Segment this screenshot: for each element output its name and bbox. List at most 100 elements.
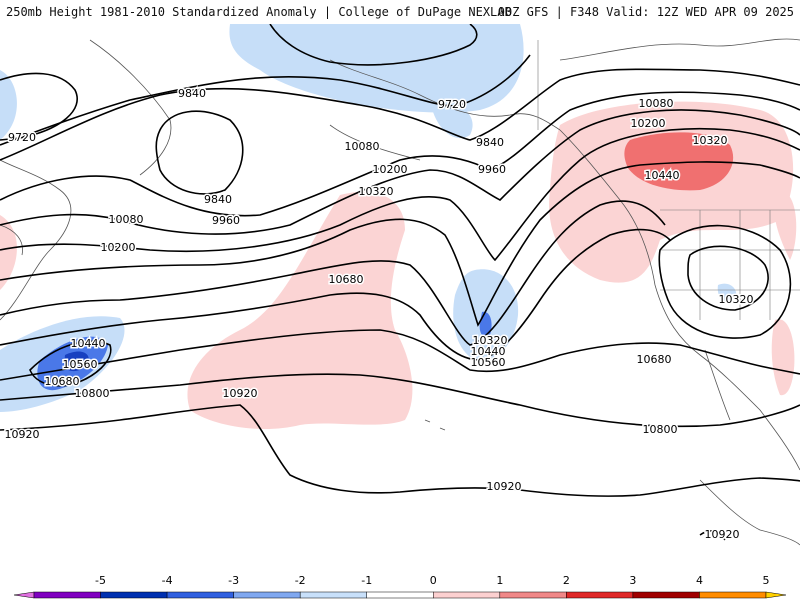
anomaly-shading [0, 24, 797, 430]
colorbar-tick-label: 4 [696, 574, 703, 587]
colorbar-segment [699, 591, 767, 599]
coastline-north-america-west [559, 129, 800, 471]
coastline-canada-north [559, 38, 800, 61]
contour-label: 9960 [478, 163, 506, 176]
contour-label: 10680 [637, 353, 672, 366]
contour-label: 10440 [645, 169, 680, 182]
contour-label: 10800 [643, 423, 678, 436]
colorbar-tick-label: 3 [629, 574, 636, 587]
contour-label: 10080 [639, 97, 674, 110]
anomaly-region-positive-west [0, 215, 17, 290]
contour-label: 10440 [471, 345, 506, 358]
contour-label: 9840 [178, 87, 206, 100]
contour-label: 10560 [63, 358, 98, 371]
contour-10320-upper [0, 161, 800, 327]
anomaly-colorbar: -5 -4 -3 -2 -1 0 1 2 3 4 5 [13, 574, 787, 599]
colorbar-segments [13, 591, 787, 599]
contour-label: 9960 [212, 214, 240, 227]
contour-low-east-inner [687, 245, 769, 311]
contour-label: 10440 [71, 337, 106, 350]
contour-9840-ring [155, 110, 244, 195]
colorbar-tick-label: 2 [563, 574, 570, 587]
anomaly-region-negative-east-low [717, 283, 737, 302]
contour-label: 10560 [471, 356, 506, 369]
colorbar-segment [366, 591, 434, 599]
coastlines [0, 38, 800, 546]
contour-9720-west [0, 72, 78, 141]
coastline-japan [0, 224, 23, 256]
coastline-east-asia [0, 159, 72, 321]
colorbar-tick-label: 0 [430, 574, 437, 587]
colorbar-segment [166, 591, 234, 599]
colorbar-tick-label: -1 [361, 574, 372, 587]
contour-10560 [0, 228, 671, 361]
political-borders [537, 40, 800, 320]
contour-label: 10920 [223, 387, 258, 400]
contour-label: 10320 [719, 293, 754, 306]
colorbar-segment [100, 591, 168, 599]
anomaly-region-positive-east [773, 189, 797, 260]
coastline-hawaii [424, 419, 446, 431]
contour-label: 10200 [373, 163, 408, 176]
colorbar-segment [433, 591, 501, 599]
coastline-central-america [699, 479, 800, 546]
contour-label: 10320 [359, 185, 394, 198]
contour-label: 9840 [204, 193, 232, 206]
colorbar-segment [299, 591, 367, 599]
anomaly-region-positive-southeast [771, 319, 795, 396]
anomaly-region-positive-center [187, 191, 413, 430]
contour-label: 10920 [5, 428, 40, 441]
colorbar-tick-label: -2 [295, 574, 306, 587]
contour-10920-south [699, 530, 726, 541]
contour-10440-lower [0, 200, 666, 346]
colorbar-tick-label: 1 [496, 574, 503, 587]
anomaly-region-negative-west [0, 70, 17, 140]
contour-label: 10320 [693, 134, 728, 147]
colorbar-tick-label: -5 [95, 574, 106, 587]
contour-9720-north [269, 24, 478, 66]
contour-low-east [658, 224, 792, 339]
contour-label: 10080 [109, 213, 144, 226]
contour-label: 9840 [476, 136, 504, 149]
height-contours [0, 24, 800, 541]
contour-10680 [0, 329, 800, 381]
contour-10080-upper [0, 109, 800, 235]
coastline-aleutians [329, 124, 421, 161]
contour-9720-mid [0, 54, 531, 146]
colorbar-ticks: -5 -4 -3 -2 -1 0 1 2 3 4 5 [95, 574, 769, 587]
anomaly-region-positive-northeast [549, 101, 794, 283]
colorbar-segment [33, 591, 101, 599]
contour-label: 10920 [487, 480, 522, 493]
contour-label: 10920 [705, 528, 740, 541]
colorbar-end-high [765, 591, 787, 599]
colorbar-tick-label: 5 [763, 574, 770, 587]
contour-label: 10800 [75, 387, 110, 400]
anomaly-map: 9720 9840 9720 10080 10200 10080 9840 99… [0, 24, 800, 570]
contour-labels: 9720 9840 9720 10080 10200 10080 9840 99… [3, 86, 755, 543]
contour-japan-low [29, 340, 112, 387]
contour-label: 10200 [101, 241, 136, 254]
anomaly-region-negative-alaska [430, 100, 473, 139]
contour-label: 10200 [631, 117, 666, 130]
contour-label: 9720 [438, 98, 466, 111]
anomaly-region-positive-northeast-core [624, 132, 734, 191]
contour-label: 10080 [345, 140, 380, 153]
colorbar-segment [233, 591, 301, 599]
contour-10920-west [0, 404, 800, 497]
colorbar-segment [632, 591, 700, 599]
contour-9840-upper [0, 68, 800, 161]
contour-label: 9720 [8, 131, 36, 144]
model-run-info: 00Z GFS | F348 Valid: 12Z WED APR 09 202… [497, 5, 794, 19]
anomaly-region-negative-north [229, 24, 524, 113]
coastline-alaska [329, 59, 561, 131]
contour-10800 [0, 373, 800, 428]
map-title: 250mb Height 1981-2010 Standardized Anom… [6, 5, 512, 19]
colorbar-end-low [13, 591, 35, 599]
map-header: 250mb Height 1981-2010 Standardized Anom… [0, 0, 800, 24]
contour-label: 10320 [473, 334, 508, 347]
contour-label: 10680 [45, 375, 80, 388]
colorbar-segment [499, 591, 567, 599]
coastline-baja [704, 349, 731, 421]
contour-10200 [0, 127, 800, 262]
contour-label: 10680 [329, 273, 364, 286]
